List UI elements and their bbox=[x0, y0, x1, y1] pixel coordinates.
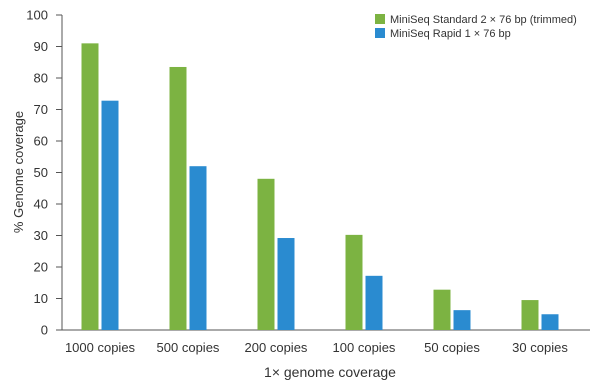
y-axis-label: % Genome coverage bbox=[11, 111, 26, 233]
bar-standard bbox=[433, 289, 451, 330]
y-axis: 0 10 20 30 40 50 60 70 80 90 100 bbox=[26, 8, 63, 338]
y-tick-label: 90 bbox=[34, 39, 48, 54]
bar-rapid bbox=[453, 310, 471, 330]
y-tick-label: 40 bbox=[34, 197, 48, 212]
legend: MiniSeq Standard 2 × 76 bp (trimmed) Mini… bbox=[375, 14, 577, 40]
legend-label: MiniSeq Standard 2 × 76 bp (trimmed) bbox=[390, 14, 577, 26]
bar-rapid bbox=[189, 166, 207, 330]
legend-swatch bbox=[375, 28, 385, 38]
bar-standard bbox=[345, 234, 363, 330]
x-tick-label: 30 copies bbox=[512, 340, 568, 355]
bars bbox=[81, 43, 559, 331]
legend-label: MiniSeq Rapid 1 × 76 bp bbox=[390, 28, 511, 40]
y-tick-label: 50 bbox=[34, 165, 48, 180]
x-tick-label: 100 copies bbox=[333, 340, 396, 355]
bar-standard bbox=[521, 300, 539, 330]
bar-standard bbox=[169, 66, 187, 330]
x-axis-label: 1× genome coverage bbox=[264, 364, 396, 380]
y-tick-label: 30 bbox=[34, 228, 48, 243]
bar-rapid bbox=[365, 275, 383, 330]
legend-swatch bbox=[375, 14, 385, 24]
bar-rapid bbox=[277, 238, 295, 330]
bar-rapid bbox=[101, 100, 119, 331]
y-tick-label: 0 bbox=[41, 323, 48, 338]
y-tick-label: 10 bbox=[34, 291, 48, 306]
x-tick-label: 1000 copies bbox=[65, 340, 136, 355]
x-tick-label: 500 copies bbox=[157, 340, 220, 355]
bar-standard bbox=[257, 178, 275, 330]
y-tick-label: 70 bbox=[34, 102, 48, 117]
bar-standard bbox=[81, 43, 99, 330]
x-tick-label: 200 copies bbox=[245, 340, 308, 355]
bar-rapid bbox=[541, 314, 559, 330]
y-tick-label: 80 bbox=[34, 71, 48, 86]
x-axis: 1000 copies 500 copies 200 copies 100 copie… bbox=[62, 329, 590, 355]
y-tick-label: 100 bbox=[26, 8, 48, 23]
y-tick-label: 60 bbox=[34, 134, 48, 149]
y-tick-label: 20 bbox=[34, 260, 48, 275]
x-tick-label: 50 copies bbox=[424, 340, 480, 355]
